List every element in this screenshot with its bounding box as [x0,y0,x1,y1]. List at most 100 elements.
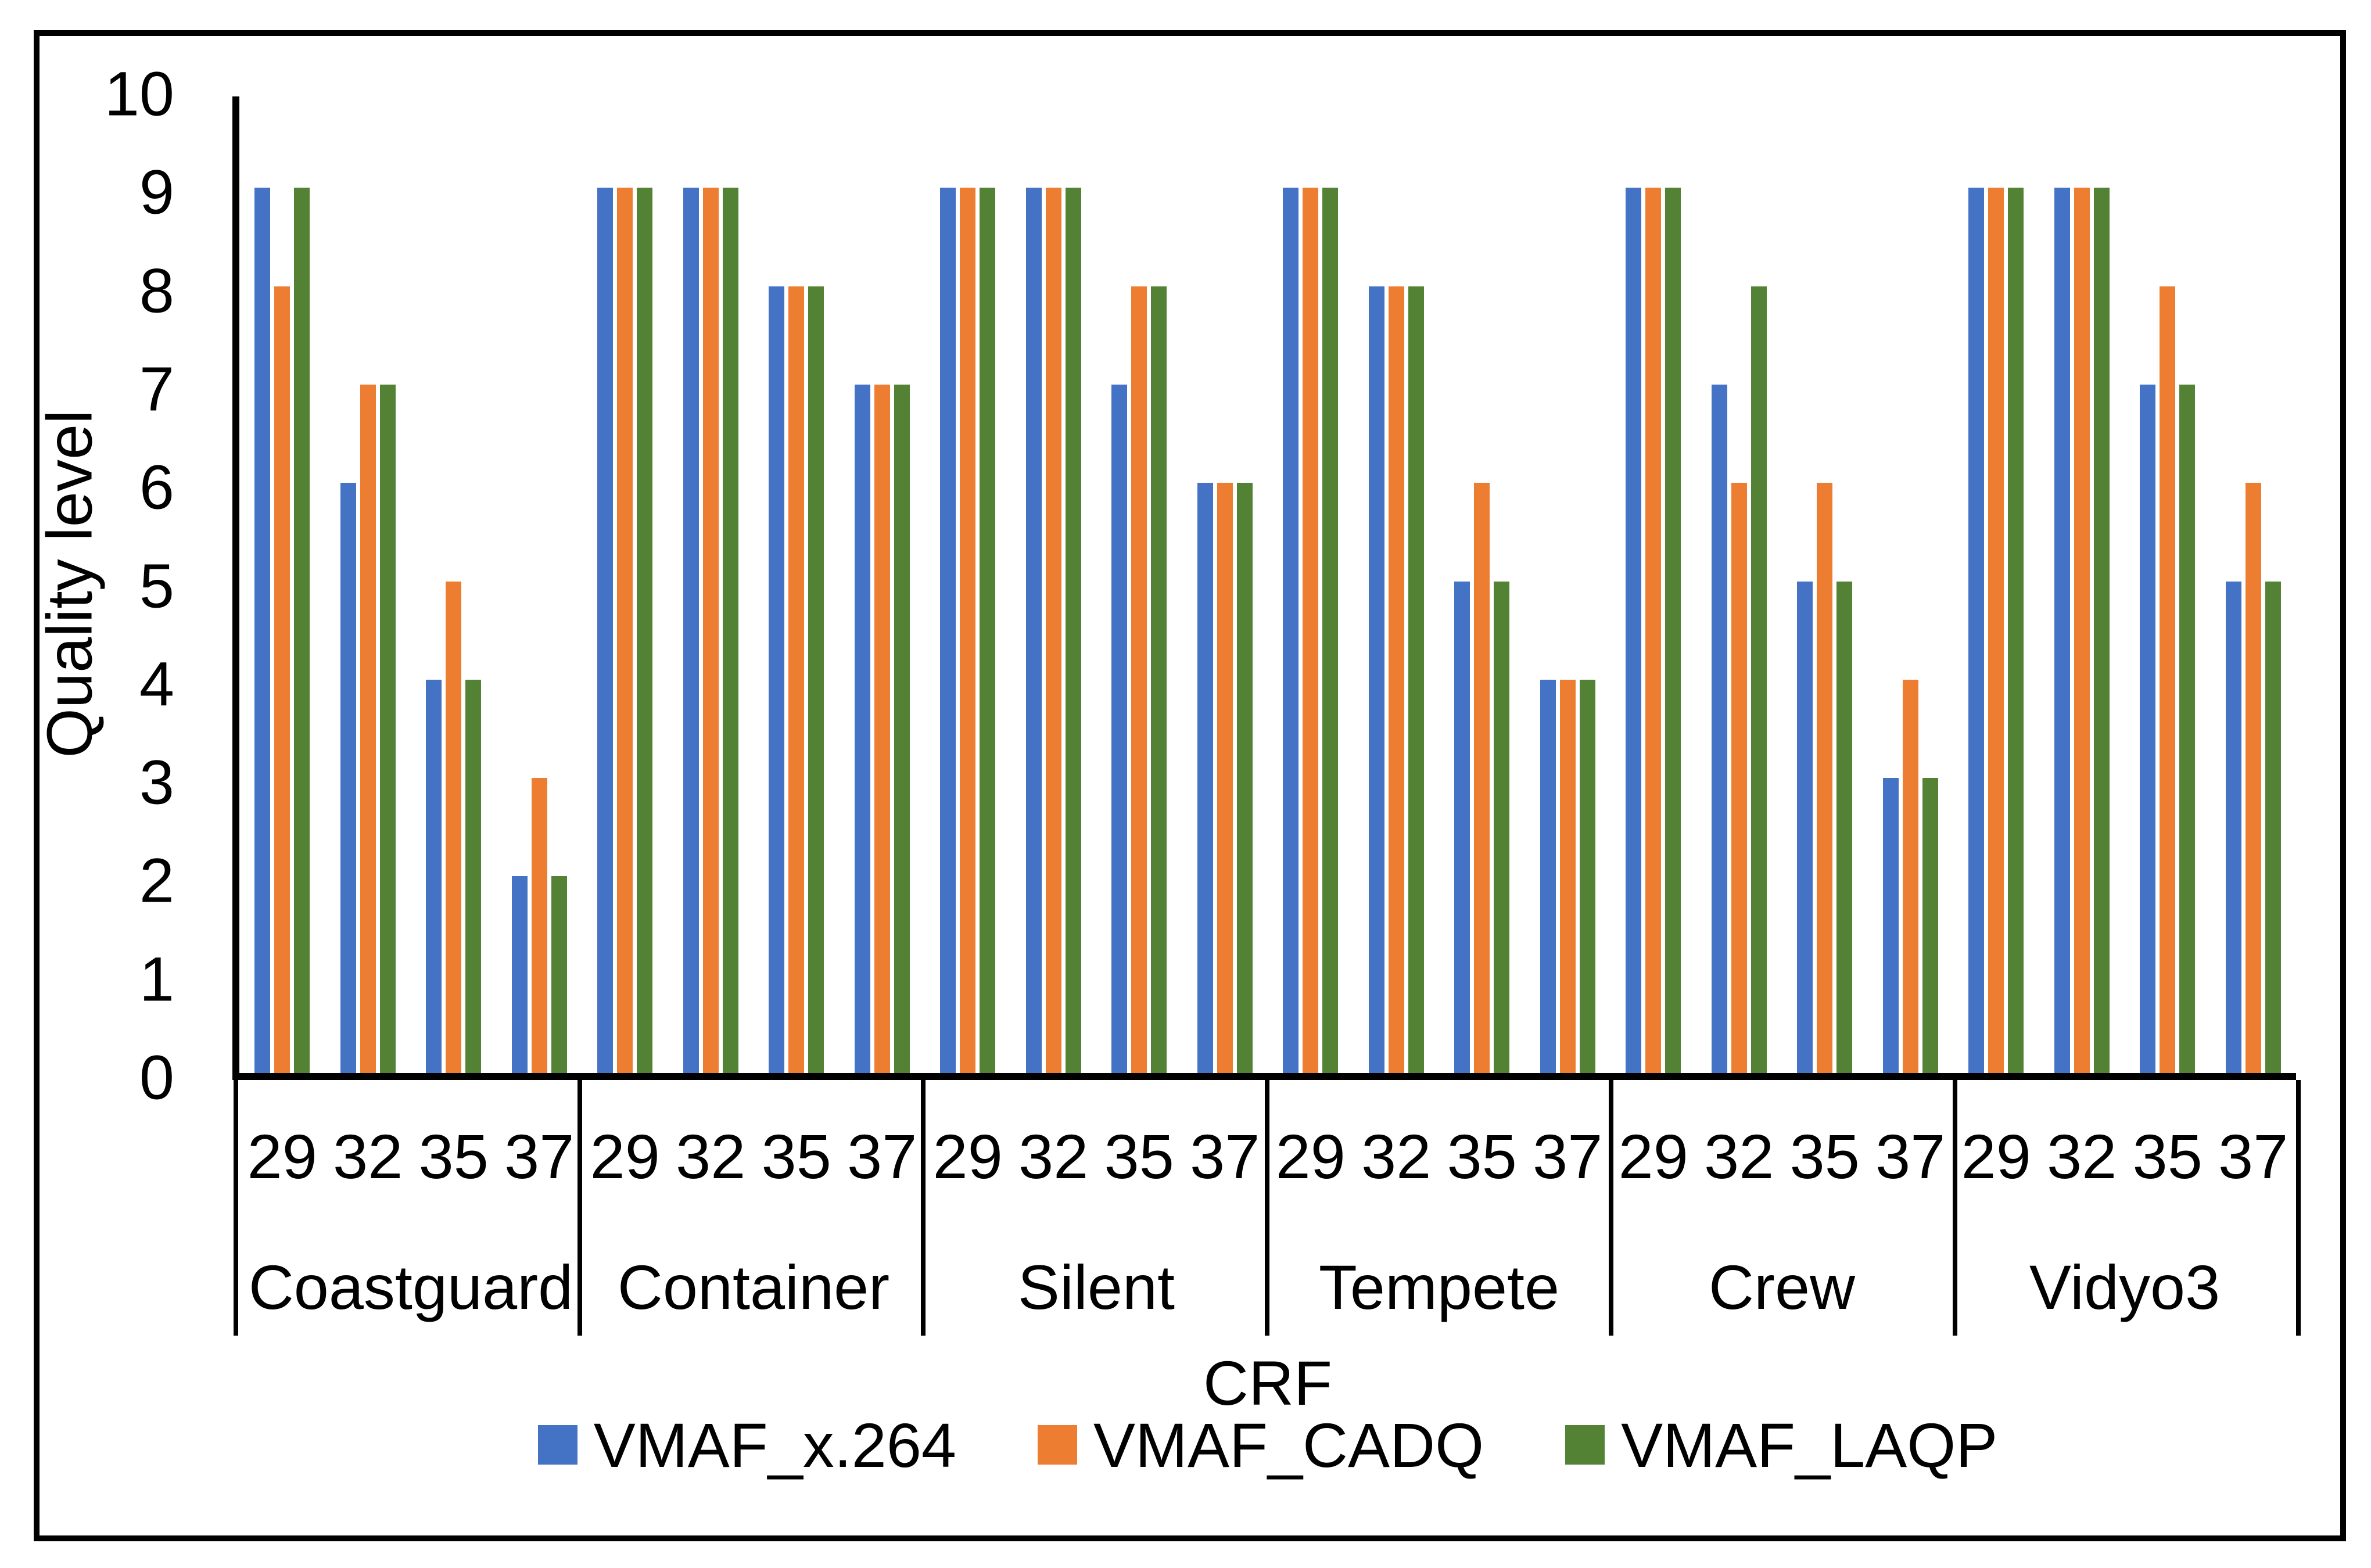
y-tick-label-5: 5 [139,550,174,621]
bar-cluster-tempete-crf32 [1354,96,1440,1073]
bar-cluster-tempete-crf29 [1268,96,1354,1073]
bar-cluster-vidyo3-crf32 [2039,96,2125,1073]
y-tick-label-10: 10 [104,58,174,129]
bar-vmaf_cadq-crew-crf29 [1645,188,1662,1073]
crf-numbers-tempete: 29 32 35 37 [1268,1104,1610,1208]
crf-tick-label: 35 [418,1121,489,1192]
bar-vmaf_laqp-crew-crf32 [1751,286,1767,1073]
bar-cluster-tempete-crf37 [1525,96,1611,1073]
bar-cluster-silent-crf29 [925,96,1011,1073]
legend-swatch-icon [1565,1425,1605,1465]
bar-cluster-crew-crf29 [1610,96,1696,1073]
group-separator-3 [1265,1080,1270,1336]
bar-cluster-tempete-crf35 [1439,96,1525,1073]
bar-group-silent [925,96,1268,1073]
group-label-silent: Silent [1017,1251,1175,1322]
bar-cluster-coastguard-crf35 [411,96,497,1073]
bar-vmaf_laqp-crew-crf37 [1922,778,1938,1073]
bar-vmaf_x.264-crew-crf29 [1626,188,1642,1073]
bar-vmaf_cadq-silent-crf35 [1131,286,1147,1073]
group-label-coastguard: Coastguard [248,1251,573,1322]
crf-tick-label: 35 [1104,1121,1174,1192]
bar-vmaf_x.264-tempete-crf35 [1454,581,1470,1073]
bar-vmaf_x.264-container-crf35 [769,286,785,1073]
y-tick-label-2: 2 [139,845,174,916]
bar-cluster-container-crf32 [668,96,754,1073]
bar-cluster-vidyo3-crf35 [2125,96,2211,1073]
crf-tick-label: 35 [761,1121,831,1192]
bar-vmaf_cadq-vidyo3-crf35 [2160,286,2176,1073]
y-tick-label-1: 1 [139,943,174,1014]
bar-vmaf_laqp-silent-crf32 [1065,188,1081,1073]
y-tick-label-9: 9 [139,156,174,227]
bar-vmaf_laqp-vidyo3-crf29 [2008,188,2024,1073]
bar-cluster-container-crf29 [582,96,668,1073]
x-axis-title: CRF [1203,1348,1332,1418]
bar-vmaf_cadq-coastguard-crf32 [360,384,376,1073]
bar-vmaf_cadq-silent-crf32 [1045,188,1061,1073]
y-tick-label-7: 7 [139,353,174,424]
bar-vmaf_cadq-crew-crf32 [1731,483,1747,1073]
legend-label: VMAF_x.264 [593,1409,956,1480]
bar-vmaf_x.264-container-crf29 [597,188,614,1073]
crf-tick-label: 29 [932,1121,1003,1192]
bar-vmaf_laqp-vidyo3-crf32 [2093,188,2110,1073]
bar-vmaf_cadq-vidyo3-crf37 [2245,483,2261,1073]
bar-vmaf_x.264-vidyo3-crf35 [2140,384,2156,1073]
bar-vmaf_cadq-vidyo3-crf32 [2074,188,2090,1073]
bar-group-vidyo3 [1953,96,2296,1073]
bar-vmaf_cadq-coastguard-crf35 [446,581,462,1073]
crf-tick-label: 32 [2047,1121,2117,1192]
bar-cluster-crew-crf35 [1782,96,1868,1073]
y-tick-label-4: 4 [139,648,174,719]
bar-vmaf_x.264-crew-crf32 [1711,384,1727,1073]
bar-vmaf_x.264-tempete-crf37 [1540,679,1556,1073]
legend-item-vmaf_laqp: VMAF_LAQP [1565,1409,1997,1481]
crf-numbers-coastguard: 29 32 35 37 [239,1104,582,1208]
group-separator-1 [577,1080,582,1336]
crf-tick-label: 29 [247,1121,317,1192]
bar-vmaf_laqp-crew-crf35 [1836,581,1853,1073]
group-label-vidyo3: Vidyo3 [2029,1251,2221,1322]
bar-vmaf_laqp-silent-crf37 [1236,483,1253,1073]
bar-vmaf_cadq-container-crf29 [617,188,633,1073]
crf-tick-label: 32 [1361,1121,1432,1192]
bar-vmaf_laqp-container-crf37 [894,384,910,1073]
bar-cluster-silent-crf35 [1096,96,1182,1073]
bar-vmaf_cadq-crew-crf37 [1902,679,1918,1073]
bar-vmaf_cadq-container-crf35 [788,286,805,1073]
legend-item-vmaf_cadq: VMAF_CADQ [1037,1409,1484,1481]
bar-cluster-vidyo3-crf37 [2211,96,2297,1073]
bar-vmaf_x.264-crew-crf35 [1797,581,1813,1073]
bar-vmaf_cadq-tempete-crf37 [1559,679,1576,1073]
bar-vmaf_x.264-coastguard-crf29 [254,188,271,1073]
bar-vmaf_cadq-tempete-crf35 [1474,483,1490,1073]
crf-numbers-vidyo3: 29 32 35 37 [1953,1104,2296,1208]
crf-tick-label: 37 [504,1121,575,1192]
bar-vmaf_cadq-crew-crf35 [1817,483,1833,1073]
crf-tick-label: 35 [1789,1121,1860,1192]
bar-vmaf_laqp-crew-crf29 [1665,188,1681,1073]
crf-tick-label: 29 [590,1121,660,1192]
bar-vmaf_laqp-coastguard-crf35 [465,679,482,1073]
crf-tick-label: 37 [1190,1121,1260,1192]
legend-label: VMAF_LAQP [1621,1409,1998,1480]
legend-swatch-icon [1037,1425,1077,1465]
bar-cluster-crew-crf32 [1696,96,1782,1073]
bar-vmaf_x.264-crew-crf37 [1882,778,1899,1073]
crf-numbers-container: 29 32 35 37 [582,1104,925,1208]
legend-item-vmaf_x.264: VMAF_x.264 [537,1409,956,1481]
figure-border [34,30,2346,1541]
bar-vmaf_laqp-coastguard-crf32 [379,384,396,1073]
crf-tick-label: 32 [1018,1121,1089,1192]
bar-vmaf_laqp-tempete-crf37 [1579,679,1595,1073]
bar-vmaf_laqp-tempete-crf29 [1322,188,1339,1073]
bar-cluster-container-crf37 [840,96,926,1073]
bar-vmaf_x.264-vidyo3-crf37 [2225,581,2241,1073]
bar-cluster-crew-crf37 [1868,96,1954,1073]
crf-tick-label: 37 [1533,1121,1603,1192]
bar-group-tempete [1268,96,1610,1073]
crf-tick-label: 29 [1275,1121,1346,1192]
bar-group-coastguard [239,96,582,1073]
bar-vmaf_x.264-vidyo3-crf29 [1968,188,1985,1073]
